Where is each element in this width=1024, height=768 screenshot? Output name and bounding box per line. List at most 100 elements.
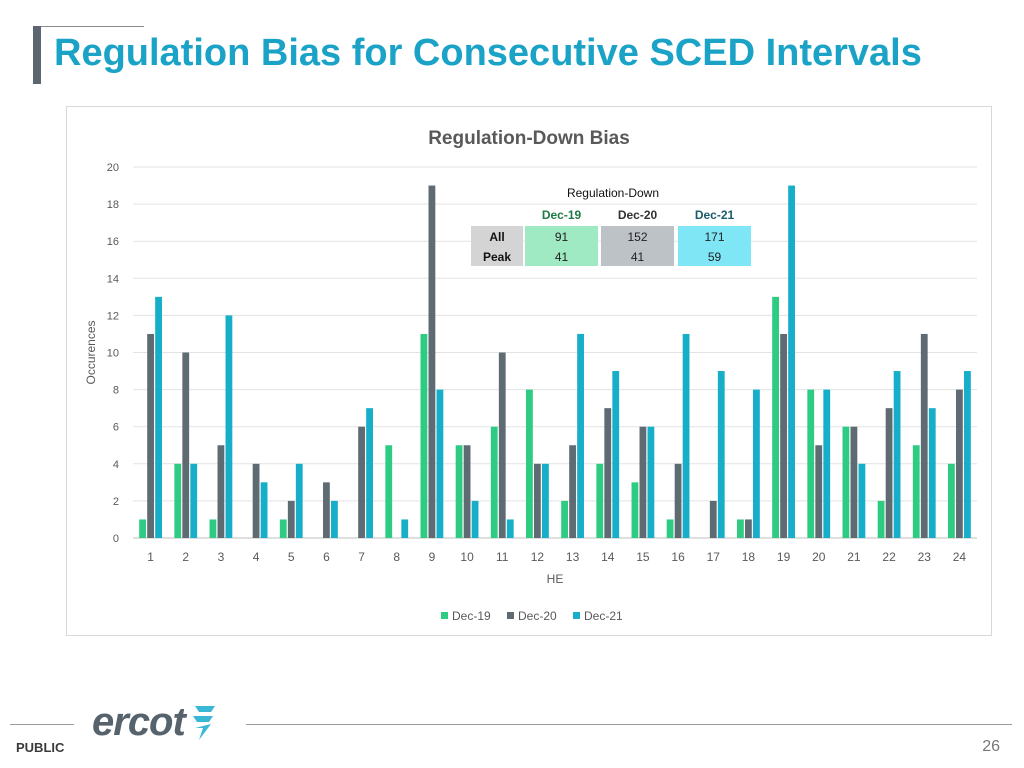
bar-dec-21 [225,315,233,538]
y-axis-label: Occurences [84,320,98,384]
bar-dec-21 [964,371,971,538]
bar-dec-20 [498,352,506,538]
summary-value-cell [678,246,751,266]
bar-dec-21 [928,408,936,538]
bar-dec-20 [358,426,365,538]
summary-row-label: Peak [483,250,511,264]
bar-dec-21 [331,500,338,538]
bar-dec-19 [772,296,779,538]
bar-dec-19 [807,389,815,538]
regulation-down-bias-chart: Regulation-Down Bias 0 2 4 6 8 10 12 14 16 18 20 Occ… [84,128,977,623]
bar-dec-21 [717,371,725,538]
bar-dec-20 [885,408,893,538]
legend-swatch [441,612,448,619]
y-tick-label: 2 [113,496,119,508]
bar-dec-20 [709,500,717,538]
bar-dec-20 [428,185,436,539]
y-tick-label: 6 [113,422,119,434]
bar-dec-20 [674,463,682,538]
x-tick-label: 6 [323,550,330,564]
bar-dec-21 [577,333,584,538]
summary-value-cell [678,226,751,246]
legend-label: Dec-20 [518,609,557,623]
bar-dec-19 [455,445,463,538]
x-tick-label: 9 [429,550,436,564]
bar-dec-21 [190,463,198,538]
title-accent-bar [33,26,41,84]
lightning-bolt-icon [192,706,215,740]
bar-dec-21 [260,482,268,538]
title-top-rule [36,26,144,27]
footer-rule-left [10,724,74,725]
y-tick-label: 0 [113,533,119,545]
x-tick-label: 11 [496,550,509,564]
x-tick-label: 2 [182,550,189,564]
bar-dec-20 [147,333,154,538]
y-tick-label: 18 [107,199,119,211]
bar-dec-19 [737,519,744,538]
bar-dec-20 [850,426,858,538]
bar-dec-19 [279,519,287,538]
x-tick-label: 21 [847,550,861,564]
chart-frame: Regulation-Down Bias 0 2 4 6 8 10 12 14 16 18 20 Occ… [66,106,992,636]
bar-dec-19 [526,389,533,538]
y-tick-label: 12 [107,310,119,322]
x-tick-label: 13 [566,550,580,564]
x-tick-label: 14 [601,550,615,564]
bar-dec-19 [420,333,428,538]
bar-dec-19 [842,426,850,538]
bar-dec-19 [666,519,674,538]
x-tick-label: 12 [531,550,545,564]
summary-row-label-cell [471,246,523,266]
bar-dec-20 [182,352,190,538]
bar-dec-19 [561,500,568,538]
bar-dec-20 [815,445,823,538]
slide-title: Regulation Bias for Consecutive SCED Int… [54,32,922,74]
summary-value: 171 [704,230,724,244]
bar-dec-19 [139,519,146,538]
bar-dec-21 [858,463,866,538]
bar-dec-20 [569,445,576,538]
x-tick-label: 20 [812,550,826,564]
logo-text: ercot [92,700,186,744]
summary-value-cell [601,246,674,266]
x-tick-label: 7 [358,550,365,564]
summary-value: 91 [555,230,569,244]
legend-label: Dec-21 [584,609,623,623]
bar-dec-21 [401,519,409,538]
bar-dec-20 [780,333,787,538]
bar-dec-21 [647,426,655,538]
y-tick-label: 20 [107,162,119,174]
bar-dec-21 [542,463,549,538]
y-tick-label: 10 [107,348,119,360]
bar-dec-20 [956,389,963,538]
bar-dec-20 [920,333,928,538]
chart-title: Regulation-Down Bias [428,128,630,149]
footer-rule-right [246,724,1012,725]
summary-table-title: Regulation-Down [567,186,659,200]
bar-dec-19 [174,463,182,538]
bar-dec-21 [893,371,901,538]
x-tick-label: 4 [253,550,260,564]
bar-dec-21 [682,333,690,538]
bar-dec-20 [252,463,260,538]
bar-dec-21 [753,389,760,538]
bar-dec-20 [534,463,541,538]
summary-value-cell [601,226,674,246]
y-tick-label: 16 [107,236,119,248]
x-tick-label: 8 [393,550,400,564]
bar-dec-21 [295,463,303,538]
page-number: 26 [982,738,1000,755]
bar-dec-21 [823,389,831,538]
bar-dec-19 [490,426,498,538]
y-tick-label: 14 [107,273,119,285]
y-tick-label: 4 [113,459,119,471]
summary-value-cell [525,246,598,266]
bar-dec-21 [155,296,162,538]
summary-value: 59 [708,250,722,264]
x-tick-label: 22 [882,550,896,564]
bar-dec-19 [385,445,393,538]
bar-dec-21 [612,371,620,538]
bar-dec-19 [877,500,885,538]
legend-swatch [507,612,514,619]
